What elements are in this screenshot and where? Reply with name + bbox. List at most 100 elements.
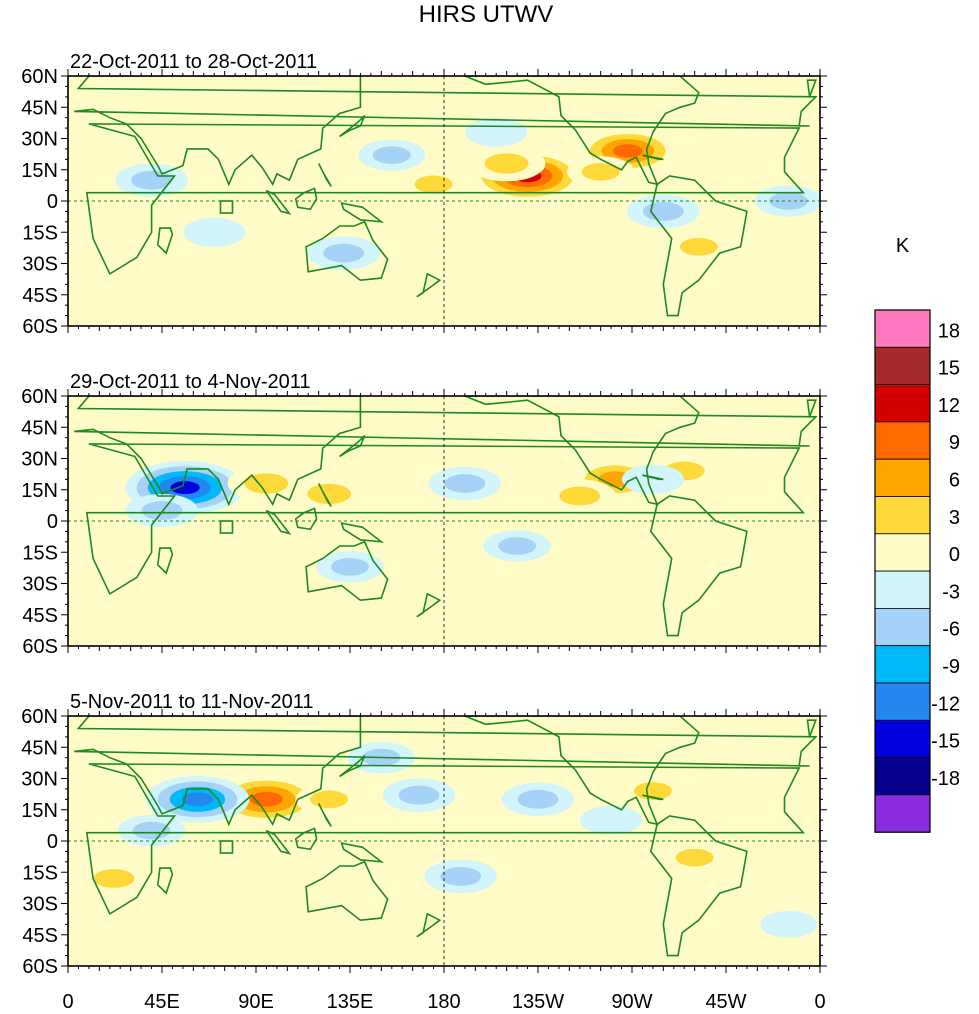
coastline [156,867,174,895]
ticks [61,69,827,333]
colorbar-label: 0 [949,544,960,566]
anomaly-contour [581,163,620,181]
colorbar-frame [874,309,931,833]
panel-subtitle: 29-Oct-2011 to 4-Nov-2011 [70,371,311,393]
colorbar-swatch [874,570,931,609]
anomaly-contour [141,501,183,520]
anomaly-contour [517,789,559,809]
anomaly-contour [256,537,319,567]
anomaly-contour [642,202,684,221]
coastline [649,175,748,317]
y-tick-label: 30S [22,254,58,276]
anomaly-blob [428,466,502,501]
anomaly-blob [760,910,818,938]
y-tick-label: 60N [21,706,58,728]
map-panel-3: 5-Nov-2011 to 11-Nov-2011 60N 45N 30N 15N 0 15… [21,691,827,1013]
anomaly-contour [444,474,486,493]
anomaly-contour [93,869,135,888]
anomaly-contour [323,243,365,263]
y-tick-label: 45S [22,285,58,307]
coastline [806,399,817,418]
coastlines [74,716,818,957]
coastline [305,540,389,602]
colorbar: K 18 15 12 9 6 3 0 -3 -6 -9 -12 -15 -18 [874,235,960,833]
anomaly-blob [567,156,635,188]
coastline [649,495,748,637]
coastline [642,794,664,801]
coastline [340,202,384,223]
anomaly-blob [543,479,616,513]
x-tick-label: 180 [427,991,460,1013]
colorbar-label: -6 [942,619,960,641]
anomaly-contour [440,867,482,886]
anomaly-blob [580,805,643,835]
y-tick-label: 15N [21,480,58,502]
y-tick-label: 0 [47,511,58,533]
anomaly-blob [358,139,426,171]
y-tick-label: 30N [21,449,58,471]
coastline [464,716,700,826]
anomaly-contour [310,790,349,809]
coastline [317,163,332,187]
anomaly-blob [627,194,700,229]
colorbar-swatch [874,496,931,535]
anomaly-blob [256,537,319,567]
y-tick-label: 60N [21,66,58,88]
colorbar-label: 12 [938,395,960,417]
coastline [265,189,292,215]
y-tick-label: 15N [21,160,58,182]
anomaly-blob [399,168,468,200]
anomaly-contour [414,175,453,194]
anomaly-contour [398,785,440,805]
coastline [85,443,806,596]
anomaly-blob [115,163,188,197]
coastline [464,76,700,186]
anomaly-blob [290,476,368,512]
x-tick-label: 135E [327,991,374,1013]
map-panel-1: 22-Oct-2011 to 28-Oct-2011 60N 45N 30N 15N 0 1… [21,51,827,338]
coastline [806,719,817,738]
anomaly-blob [382,778,456,812]
x-tick-label: 90E [238,991,274,1013]
anomaly-contour [679,238,718,256]
x-tick-label: 0 [814,991,825,1013]
anomaly-contour [675,848,714,867]
anomaly-contour [181,792,214,807]
anomaly-contour [728,790,786,817]
coastline [339,435,366,458]
anomaly-blob [77,861,151,896]
coastline [339,115,366,138]
x-tick-label: 90W [611,991,652,1013]
y-tick-label: 30S [22,574,58,596]
chart-title: HIRS UTWV [419,1,554,28]
y-tick-label: 45S [22,605,58,627]
anomaly-blob [465,117,528,147]
colorbar-label: 9 [949,432,960,454]
map-panels: 22-Oct-2011 to 28-Oct-2011 60N 45N 30N 15N 0 1… [21,51,827,1013]
anomaly-blob [295,783,363,815]
colorbar-swatch [874,309,931,348]
anomaly-contour [484,153,529,174]
anomaly-blob [486,889,549,918]
anomaly-contour [331,558,369,576]
coastline [265,509,292,535]
colorbar-label: 18 [938,320,960,342]
coastline [464,396,700,506]
x-tick-label: 0 [62,991,73,1013]
y-tick-label: 45N [21,417,58,439]
anomaly-blob [117,814,186,847]
colorbar-swatch [874,682,931,721]
anomaly-blob [726,569,789,598]
anomaly-blob [102,129,160,157]
coastline [642,474,664,481]
y-tick-label: 45N [21,97,58,119]
colorbar-swatch [874,757,931,796]
x-tick-label: 45W [705,991,746,1013]
anomaly-blob [728,790,786,817]
colorbar-swatch [874,458,931,497]
coastline [85,123,806,276]
coastline [85,763,806,916]
anomaly-contour [102,129,160,157]
y-tick-label: 30N [21,129,58,151]
y-tick-label: 0 [47,191,58,213]
